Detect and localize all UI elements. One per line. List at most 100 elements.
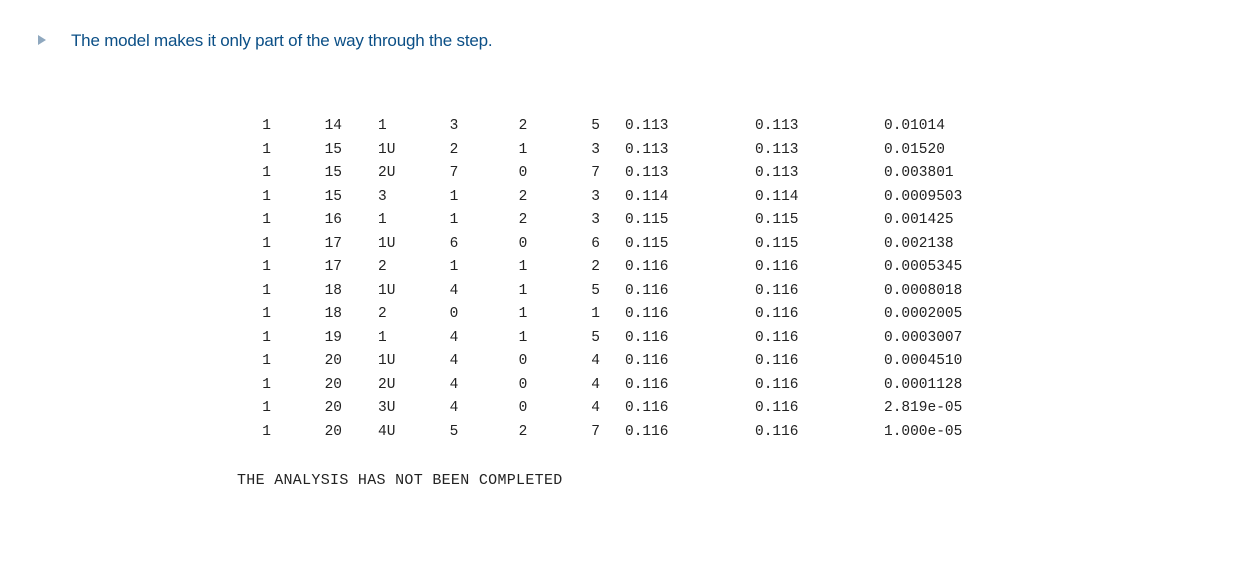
table-cell: 18	[324, 282, 342, 299]
table-cell: 0	[518, 353, 528, 369]
table-cell: 1	[518, 282, 528, 299]
table-cell: 2U	[378, 165, 396, 181]
table-cell: 0.116	[625, 259, 669, 275]
table-cell: 2	[449, 141, 459, 158]
table-cell: 5	[591, 118, 600, 134]
table-cell: 1	[449, 188, 459, 205]
table-cell: 1	[262, 259, 271, 275]
table-cell: 4	[449, 282, 459, 299]
table-cell: 1	[262, 306, 271, 322]
table-cell: 4	[591, 353, 600, 369]
table-cell: 4	[449, 353, 459, 369]
table-cell: 19	[324, 329, 342, 346]
table-cell: 20	[324, 353, 342, 369]
table-cell: 0.116	[625, 306, 669, 322]
table-cell: 2	[378, 259, 387, 275]
table-cell: 3	[378, 188, 387, 205]
table-cell: 0.0005345	[884, 259, 963, 275]
table-row: 1 17 1U 6 0 6 0.115 0.115 0.002138	[0, 236, 1100, 260]
table-row: 1 20 1U 4 0 4 0.116 0.116 0.0004510	[0, 353, 1100, 377]
table-cell: 1	[262, 282, 271, 299]
table-cell: 0.113	[625, 165, 669, 181]
table-cell: 5	[591, 282, 600, 299]
table-cell: 0.01014	[884, 118, 945, 134]
table-cell: 0.0008018	[884, 282, 963, 299]
table-cell: 6	[591, 235, 600, 252]
table-cell: 1U	[378, 235, 396, 252]
table-cell: 0.01520	[884, 141, 945, 158]
table-cell: 4	[449, 376, 459, 393]
table-cell: 0	[518, 400, 528, 416]
table-cell: 1	[518, 329, 528, 346]
table-cell: 0	[449, 306, 459, 322]
table-cell: 1	[449, 212, 459, 228]
table-cell: 1	[378, 212, 387, 228]
table-cell: 0.116	[755, 259, 799, 275]
table-cell: 3	[591, 188, 600, 205]
table-cell: 0.113	[755, 118, 799, 134]
table-row: 1 20 2U 4 0 4 0.116 0.116 0.0001128	[0, 377, 1100, 401]
table-cell: 3	[591, 212, 600, 228]
heading-text: The model makes it only part of the way …	[71, 31, 493, 50]
table-cell: 0.115	[755, 235, 799, 252]
table-cell: 0	[518, 376, 528, 393]
table-cell: 1	[262, 212, 271, 228]
table-cell: 2	[518, 423, 528, 440]
table-row: 1 20 3U 4 0 4 0.116 0.116 2.819e-05	[0, 400, 1100, 424]
analysis-status: THE ANALYSIS HAS NOT BEEN COMPLETED	[237, 472, 563, 489]
table-row: 1 18 2 0 1 1 0.116 0.116 0.0002005	[0, 306, 1100, 330]
table-cell: 17	[324, 235, 342, 252]
table-cell: 18	[324, 306, 342, 322]
table-row: 1 15 3 1 2 3 0.114 0.114 0.0009503	[0, 189, 1100, 213]
table-cell: 15	[324, 165, 342, 181]
table-cell: 2	[591, 259, 600, 275]
table-cell: 0.002138	[884, 235, 954, 252]
table-cell: 1	[518, 141, 528, 158]
table-cell: 15	[324, 188, 342, 205]
table-cell: 3	[449, 118, 459, 134]
table-cell: 15	[324, 141, 342, 158]
table-cell: 0.114	[755, 188, 799, 205]
table-cell: 0.116	[625, 329, 669, 346]
table-cell: 1	[262, 353, 271, 369]
table-cell: 0.115	[755, 212, 799, 228]
table-cell: 0.116	[755, 400, 799, 416]
table-cell: 0.114	[625, 188, 669, 205]
table-cell: 0.115	[625, 212, 669, 228]
table-cell: 1	[378, 329, 387, 346]
table-cell: 0.0002005	[884, 306, 963, 322]
table-cell: 1.000e-05	[884, 423, 963, 440]
table-cell: 0.113	[755, 165, 799, 181]
table-cell: 7	[591, 165, 600, 181]
table-cell: 1	[449, 259, 459, 275]
table-cell: 14	[324, 118, 342, 134]
table-cell: 5	[449, 423, 459, 440]
table-cell: 0	[518, 235, 528, 252]
table-cell: 1	[262, 188, 271, 205]
table-cell: 4	[449, 329, 459, 346]
table-cell: 1	[262, 118, 271, 134]
triangle-right-icon	[38, 35, 46, 45]
table-cell: 1	[262, 329, 271, 346]
table-row: 1 15 1U 2 1 3 0.113 0.113 0.01520	[0, 142, 1100, 166]
table-cell: 1	[262, 376, 271, 393]
table-cell: 0.113	[755, 141, 799, 158]
table-cell: 1	[518, 259, 528, 275]
table-cell: 1	[262, 141, 271, 158]
table-row: 1 18 1U 4 1 5 0.116 0.116 0.0008018	[0, 283, 1100, 307]
table-cell: 0	[518, 165, 528, 181]
table-cell: 4	[591, 376, 600, 393]
table-cell: 20	[324, 423, 342, 440]
table-cell: 7	[591, 423, 600, 440]
table-cell: 0.116	[625, 400, 669, 416]
table-cell: 1U	[378, 141, 396, 158]
table-cell: 16	[324, 212, 342, 228]
table-cell: 20	[324, 376, 342, 393]
table-cell: 2	[518, 188, 528, 205]
table-cell: 1	[378, 118, 387, 134]
table-row: 1 15 2U 7 0 7 0.113 0.113 0.003801	[0, 165, 1100, 189]
table-cell: 1	[262, 165, 271, 181]
table-row: 1 20 4U 5 2 7 0.116 0.116 1.000e-05	[0, 424, 1100, 448]
table-cell: 5	[591, 329, 600, 346]
table-cell: 0.116	[625, 282, 669, 299]
